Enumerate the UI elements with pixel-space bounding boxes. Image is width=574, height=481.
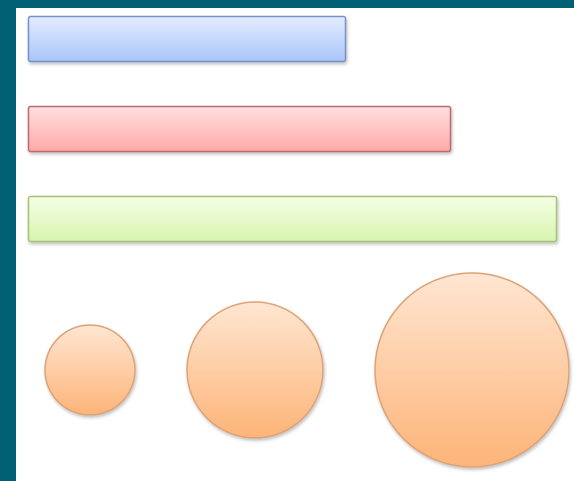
red-bar <box>27 105 452 153</box>
large-circle <box>374 272 570 468</box>
green-bar <box>27 195 558 243</box>
medium-circle <box>186 301 324 439</box>
blue-bar <box>27 15 347 63</box>
small-circle <box>44 324 136 416</box>
